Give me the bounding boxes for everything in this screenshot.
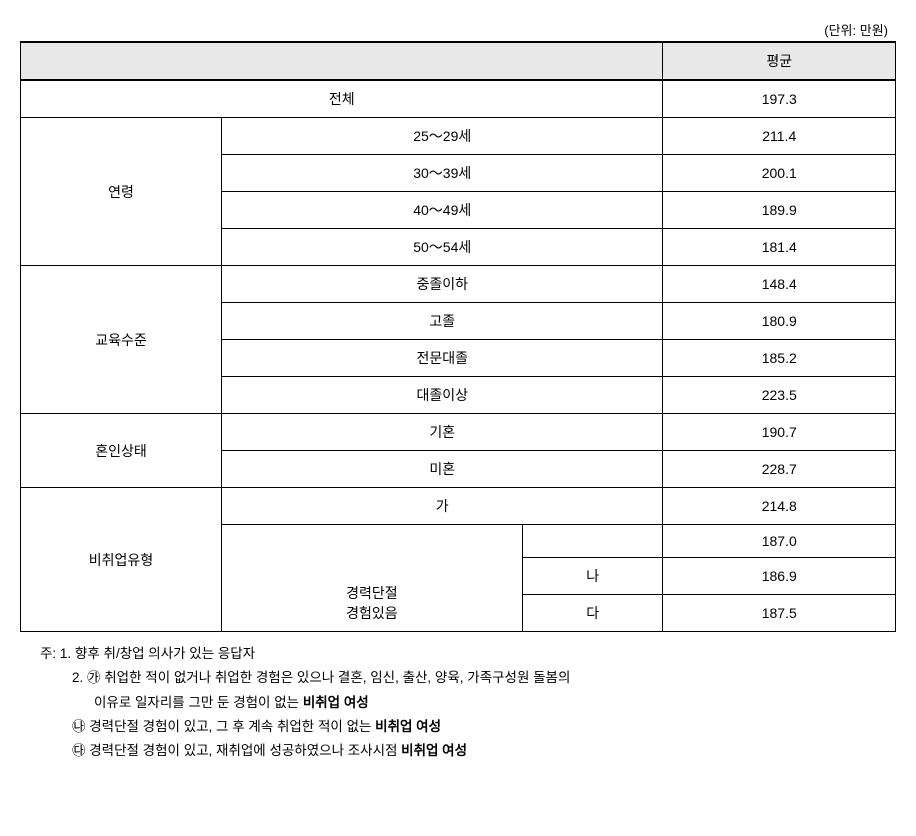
emptype-careerexp-label: 경험있음 [232,603,512,623]
header-avg: 평균 [663,42,896,80]
note-2-na: ㉯ 경력단절 경험이 있고, 그 후 계속 취업한 적이 없는 비취업 여성 [40,715,896,739]
notes-section: 주: 1. 향후 취/창업 의사가 있는 응답자 2. ㉮ 취업한 적이 없거나… [20,642,896,763]
emptype-careerbreak-cell: 경력단절 경험있음 [222,525,523,632]
note-ga-text1: 취업한 적이 없거나 취업한 경험은 있으나 결혼, 임신, 출산, 양육, 가… [101,670,571,685]
age-item-value: 189.9 [663,192,896,229]
note-ga-text2: 이유로 일자리를 그만 둔 경험이 없는 [94,695,303,710]
edu-item-value: 180.9 [663,303,896,340]
marital-item-value: 228.7 [663,451,896,488]
marital-item-value: 190.7 [663,414,896,451]
age-group-label: 연령 [21,118,222,266]
note-1: 주: 1. 향후 취/창업 의사가 있는 응답자 [40,642,896,666]
edu-item-label: 고졸 [222,303,663,340]
emptype-ga-value: 214.8 [663,488,896,525]
note-2-line2: 이유로 일자리를 그만 둔 경험이 없는 비취업 여성 [40,691,896,715]
emptype-da-value: 187.5 [663,595,896,632]
note-ga-mark: ㉮ [87,670,101,685]
note-1-text: 1. 향후 취/창업 의사가 있는 응답자 [60,646,255,661]
unit-label: (단위: 만원) [20,20,896,39]
age-item-label: 40～49세 [222,192,663,229]
edu-item-value: 223.5 [663,377,896,414]
data-table: 평균 전체 197.3 연령 25～29세 211.4 30～39세 200.1… [20,41,896,632]
note-na-bold: 비취업 여성 [375,719,441,734]
emptype-na-value: 186.9 [663,558,896,595]
emptype-group-blank [522,525,663,558]
edu-item-label: 전문대졸 [222,340,663,377]
note-2-da: ㉰ 경력단절 경험이 있고, 재취업에 성공하였으나 조사시점 비취업 여성 [40,739,896,763]
note-prefix: 주: [40,646,60,661]
emptype-group-value: 187.0 [663,525,896,558]
emptype-group-label: 비취업유형 [21,488,222,632]
emptype-ga-label: 가 [222,488,663,525]
edu-item-value: 185.2 [663,340,896,377]
note-da-bold: 비취업 여성 [401,743,467,758]
edu-item-label: 중졸이하 [222,266,663,303]
age-item-label: 30～39세 [222,155,663,192]
note-na-text: 경력단절 경험이 있고, 그 후 계속 취업한 적이 없는 [86,719,376,734]
age-item-value: 211.4 [663,118,896,155]
marital-item-label: 기혼 [222,414,663,451]
marital-group-label: 혼인상태 [21,414,222,488]
total-label: 전체 [21,80,663,118]
age-item-value: 181.4 [663,229,896,266]
header-blank [21,42,663,80]
emptype-da-label: 다 [522,595,663,632]
edu-item-value: 148.4 [663,266,896,303]
note-2-prefix: 2. [72,670,87,685]
note-da-text: 경력단절 경험이 있고, 재취업에 성공하였으나 조사시점 [86,743,402,758]
note-na-mark: ㉯ [72,719,86,734]
total-value: 197.3 [663,80,896,118]
edu-group-label: 교육수준 [21,266,222,414]
emptype-careerbreak-label: 경력단절 [232,583,512,603]
note-da-mark: ㉰ [72,743,86,758]
edu-item-label: 대졸이상 [222,377,663,414]
note-ga-bold: 비취업 여성 [303,695,369,710]
note-2-line1: 2. ㉮ 취업한 적이 없거나 취업한 경험은 있으나 결혼, 임신, 출산, … [40,666,896,690]
age-item-label: 25～29세 [222,118,663,155]
marital-item-label: 미혼 [222,451,663,488]
age-item-label: 50～54세 [222,229,663,266]
age-item-value: 200.1 [663,155,896,192]
emptype-na-label: 나 [522,558,663,595]
